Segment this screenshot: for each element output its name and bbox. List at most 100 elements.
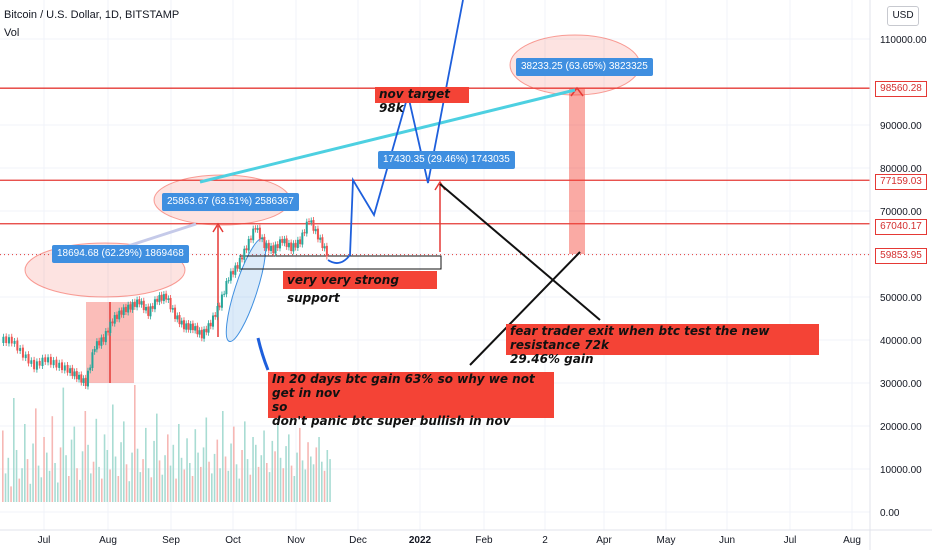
volume-bar — [51, 416, 54, 502]
candle — [35, 361, 38, 370]
measure-label-mar[interactable]: 38233.25 (63.65%) 3823325 — [516, 58, 653, 76]
candle — [49, 356, 52, 365]
fear-trader-note: fear trader exit when btc test the new r… — [506, 324, 819, 366]
candle — [325, 245, 328, 257]
measure-label-oct[interactable]: 25863.67 (63.51%) 2586367 — [162, 193, 299, 211]
candle — [305, 221, 308, 234]
volume-bar — [202, 447, 205, 502]
trend-line — [439, 183, 601, 321]
candle — [274, 244, 277, 254]
x-tick-label: Jul — [38, 535, 51, 546]
candle — [216, 306, 219, 318]
volume-bar — [40, 477, 43, 502]
volume-bar — [156, 413, 158, 502]
volume-bar — [62, 387, 65, 502]
trend-line — [199, 88, 576, 184]
candle — [13, 340, 16, 344]
candle — [158, 295, 161, 303]
trend-line — [127, 222, 197, 248]
candle — [122, 307, 125, 316]
candle — [84, 377, 87, 387]
candle — [109, 321, 112, 333]
candle — [19, 348, 22, 351]
candle — [241, 257, 244, 260]
candle — [115, 314, 118, 319]
candle — [310, 220, 313, 223]
volume-bar — [15, 450, 18, 502]
x-tick-label: Apr — [596, 535, 612, 546]
measure-label-aug[interactable]: 18694.68 (62.29%) 1869468 — [52, 245, 189, 263]
volume-bar — [79, 479, 81, 502]
volume-bar — [43, 437, 45, 502]
price-label-77159: 77159.03 — [875, 174, 927, 190]
candle — [41, 357, 44, 367]
candle — [212, 315, 215, 327]
candle — [220, 294, 223, 308]
volume-bar — [315, 447, 318, 502]
candle — [245, 248, 248, 251]
x-tick-label: May — [657, 535, 676, 546]
candle — [104, 331, 107, 343]
candle — [272, 245, 275, 254]
candle — [63, 365, 66, 371]
volume-bar — [235, 464, 238, 502]
volume-bar — [249, 474, 252, 502]
volume-bar — [21, 468, 23, 502]
x-tick-label: Dec — [349, 535, 367, 546]
volume-bar — [65, 455, 67, 502]
currency-button[interactable]: USD — [887, 6, 919, 26]
candle — [185, 323, 188, 330]
candle — [227, 280, 230, 282]
volume-bar — [263, 430, 265, 502]
x-tick-label: 2 — [542, 535, 548, 546]
volume-bar — [186, 438, 188, 502]
volume-bar — [48, 470, 51, 502]
candle — [27, 354, 30, 364]
volume-bar — [246, 459, 249, 502]
volume-bar — [92, 461, 95, 502]
x-tick-label: Feb — [475, 535, 493, 546]
candle — [196, 325, 199, 335]
volume-bar — [175, 478, 177, 502]
candle — [7, 337, 10, 344]
candle — [308, 221, 311, 223]
volume-bar — [37, 465, 40, 502]
volume-bar — [312, 464, 315, 502]
volume-bar — [252, 437, 254, 502]
x-tick-label: Aug — [843, 535, 861, 546]
candle — [323, 246, 326, 249]
volume-bar — [274, 451, 276, 502]
nov-target-note: nov target 98k — [375, 87, 469, 115]
volume-bar — [323, 470, 326, 502]
y-tick-label: 30000.00 — [880, 379, 922, 390]
volume-bar — [7, 457, 10, 502]
y-tick-label: 40000.00 — [880, 336, 922, 347]
y-tick-label: 80000.00 — [880, 164, 922, 175]
volume-bar — [125, 464, 128, 502]
candle — [140, 301, 143, 305]
candle — [278, 239, 281, 249]
y-tick-label: 10000.00 — [880, 465, 922, 476]
candle — [263, 236, 266, 248]
volume-bar — [98, 466, 100, 502]
volume-bar — [285, 446, 287, 502]
candle — [165, 293, 168, 300]
gain-line-3: don't panic btc super bullish in nov — [272, 414, 511, 428]
candle — [225, 280, 228, 295]
candle — [232, 270, 235, 275]
volume-bar — [120, 442, 122, 502]
volume-bar — [87, 444, 89, 502]
volume-bar — [318, 437, 320, 502]
candle — [214, 315, 217, 317]
volume-bar — [90, 473, 92, 502]
volume-bar — [59, 447, 62, 502]
volume-bar — [24, 424, 26, 502]
volume-bar — [18, 478, 21, 502]
volume-bar — [268, 472, 271, 502]
volume-bar — [54, 463, 56, 502]
volume-bar — [145, 427, 147, 502]
candle — [89, 367, 92, 371]
volume-bar — [139, 472, 142, 502]
measure-label-nov[interactable]: 17430.35 (29.46%) 1743035 — [378, 151, 515, 169]
